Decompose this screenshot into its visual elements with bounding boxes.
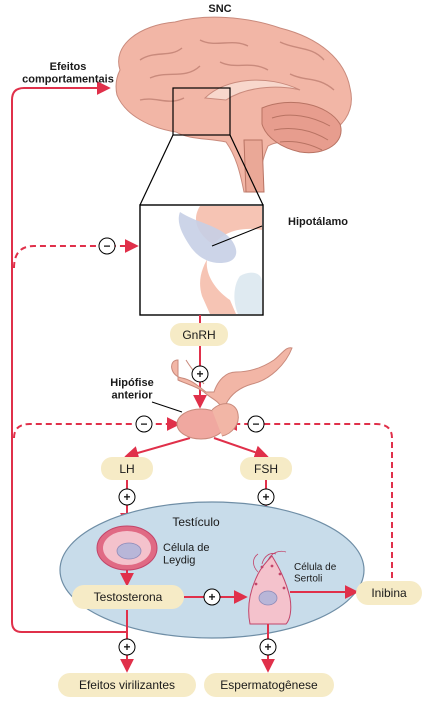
pituitary-fsh-arrow: [213, 437, 269, 459]
plus-sign-lh: +: [118, 488, 136, 506]
plus-sign-fsh: +: [257, 488, 275, 506]
svg-text:+: +: [123, 640, 130, 654]
gnrh-box: [170, 323, 228, 346]
svg-text:+: +: [264, 640, 271, 654]
virilizing-effects-box: [58, 673, 196, 697]
svg-text:+: +: [208, 590, 215, 604]
inhibin-label: Inibina: [371, 586, 407, 600]
minus-sign-hypothalamus: −: [98, 237, 116, 255]
hypothalamus-pointer: [211, 225, 263, 247]
inhibin-feedback-arrow: [223, 417, 393, 578]
hypothalamus-feedback-arrow: [13, 239, 139, 269]
behavioral-effects-label: Efeitos comportamentais: [22, 61, 114, 86]
sertoli-cell: [248, 550, 292, 625]
svg-text:−: −: [140, 417, 147, 431]
brain-illustration: [115, 16, 352, 193]
zoom-region-box: [172, 87, 231, 136]
gnrh-label: GnRH: [182, 328, 215, 342]
hypothalamus-label: Hipotálamo: [288, 216, 348, 228]
plus-sign-virilizing: +: [118, 638, 136, 656]
spermatogenesis-label: Espermatogênese: [220, 678, 318, 692]
zoom-line-right: [229, 134, 264, 206]
leydig-cell-label: Célula de Leydig: [163, 542, 209, 567]
fsh-label: FSH: [254, 462, 278, 476]
anterior-pituitary-label: Hipófise anterior: [110, 377, 153, 402]
pituitary-lh-arrow: [124, 437, 191, 460]
inhibin-box: [356, 581, 422, 605]
lh-box: [101, 457, 153, 480]
plus-sign-spermatogenesis: +: [259, 638, 277, 656]
svg-text:+: +: [262, 490, 269, 504]
fsh-box: [240, 457, 292, 480]
virilizing-effects-label: Efeitos virilizantes: [79, 678, 175, 692]
svg-text:−: −: [252, 417, 259, 431]
sertoli-cell-label: Célula de Sertoli: [294, 562, 337, 585]
minus-sign-pituitary-right: −: [247, 415, 265, 433]
svg-text:+: +: [196, 367, 203, 381]
spermatogenesis-box: [204, 673, 334, 697]
testosterone-label: Testosterona: [94, 590, 163, 604]
hypothalamus-zoom-panel: [139, 204, 264, 316]
svg-text:−: −: [103, 239, 110, 253]
testosterone-feedback-arrow: [13, 417, 181, 439]
cns-label: SNC: [208, 3, 231, 15]
svg-text:+: +: [123, 490, 130, 504]
pituitary-pointer: [151, 401, 183, 413]
pituitary-illustration: [171, 347, 293, 440]
testosterone-box: [72, 585, 184, 609]
testis-label: Testículo: [172, 515, 220, 529]
plus-sign-testosterone-sertoli: +: [203, 588, 221, 606]
behavioral-effects-arrow: [11, 81, 128, 633]
minus-sign-pituitary-left: −: [135, 415, 153, 433]
lh-label: LH: [119, 462, 134, 476]
zoom-line-left: [139, 134, 174, 206]
leydig-cell: [96, 525, 158, 571]
plus-sign-gnrh: +: [191, 365, 209, 383]
